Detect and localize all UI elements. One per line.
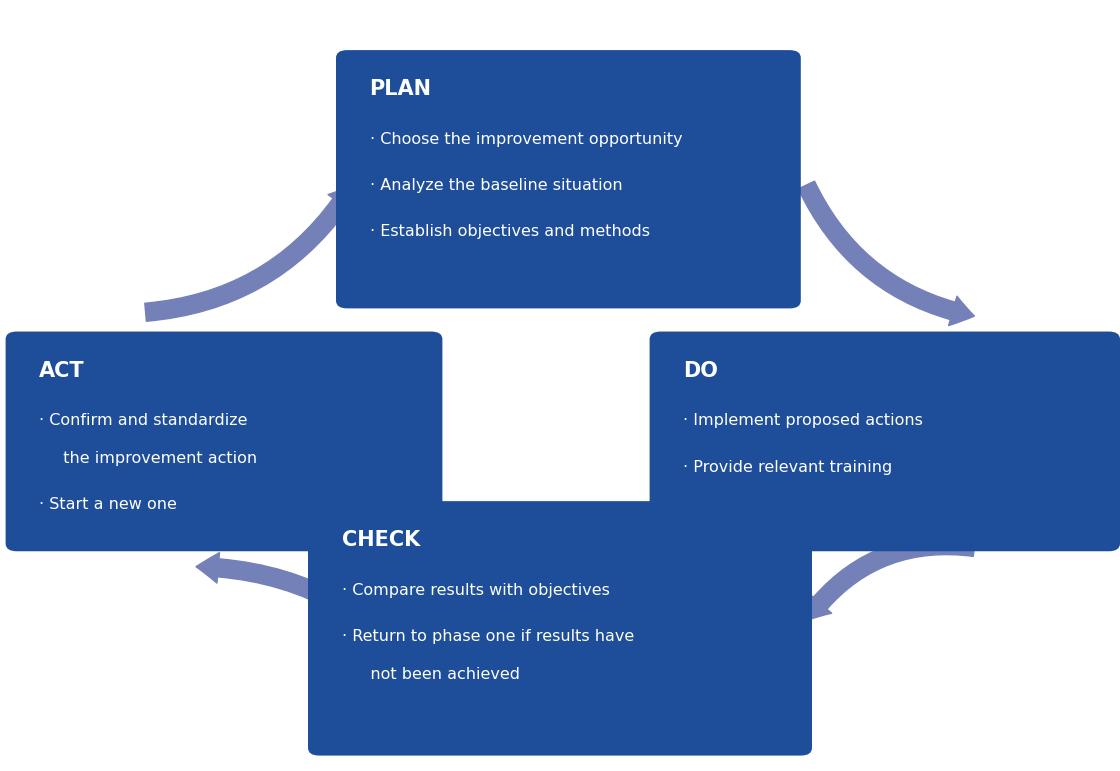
FancyArrowPatch shape [196,553,445,699]
Text: · Start a new one: · Start a new one [39,497,177,513]
FancyBboxPatch shape [336,50,801,308]
Text: the improvement action: the improvement action [53,451,256,466]
FancyBboxPatch shape [650,332,1120,551]
Text: PLAN: PLAN [370,79,431,99]
Text: · Return to phase one if results have: · Return to phase one if results have [342,629,634,644]
Text: · Provide relevant training: · Provide relevant training [683,460,893,474]
FancyBboxPatch shape [308,501,812,756]
Text: · Choose the improvement opportunity: · Choose the improvement opportunity [370,132,682,146]
FancyArrowPatch shape [144,185,353,322]
Text: CHECK: CHECK [342,530,420,550]
Text: · Compare results with objectives: · Compare results with objectives [342,583,609,598]
FancyArrowPatch shape [799,181,974,325]
FancyArrowPatch shape [806,537,976,621]
Text: not been achieved: not been achieved [355,667,520,682]
Text: DO: DO [683,361,718,381]
Text: · Implement proposed actions: · Implement proposed actions [683,413,923,428]
Text: ACT: ACT [39,361,85,381]
Text: · Establish objectives and methods: · Establish objectives and methods [370,224,650,239]
FancyBboxPatch shape [6,332,442,551]
Text: · Analyze the baseline situation: · Analyze the baseline situation [370,178,623,193]
Text: · Confirm and standardize: · Confirm and standardize [39,413,248,428]
